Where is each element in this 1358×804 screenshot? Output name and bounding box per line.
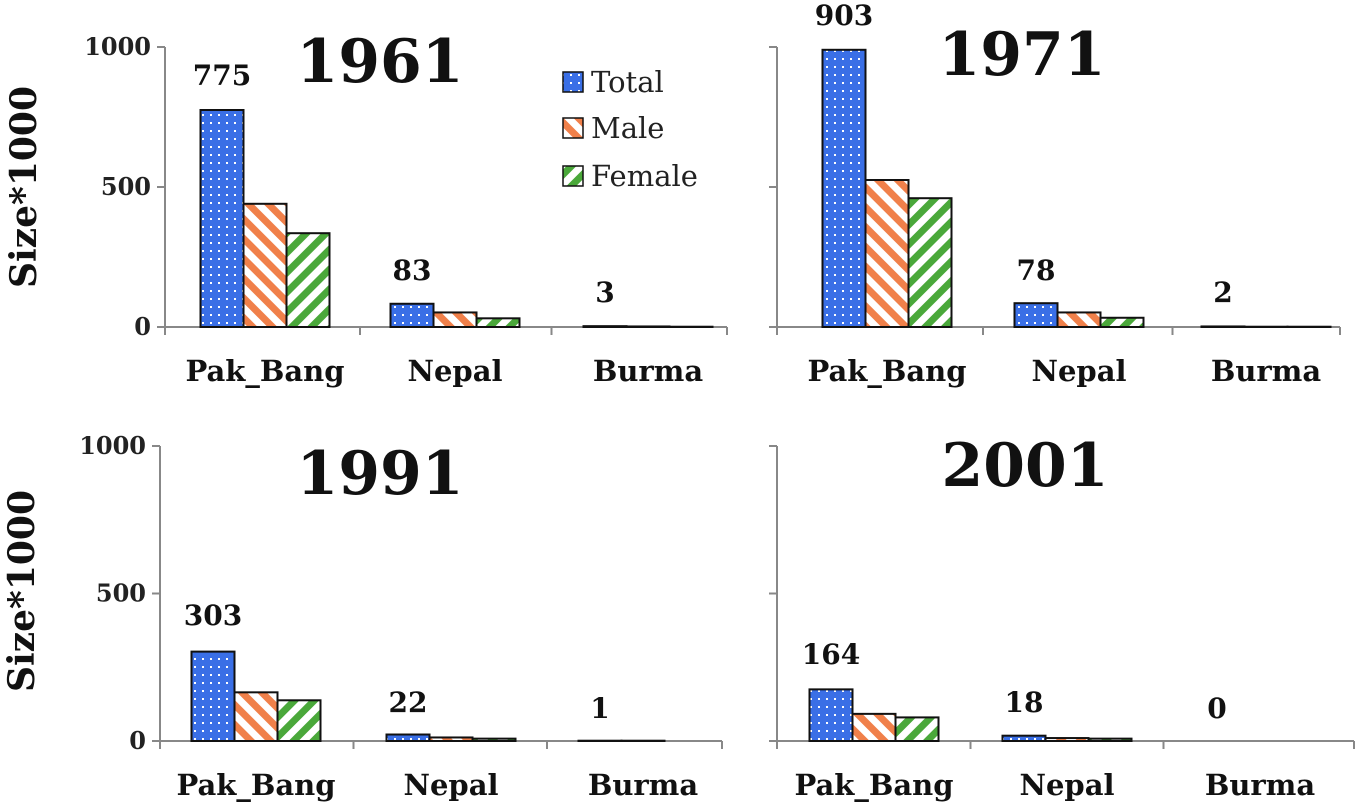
chart-panel-2001: Pak_Bang 164 Nepal 18 Burma 0 2001 (769, 431, 1355, 802)
data-label-pak-bang: 303 (184, 599, 242, 632)
bar-total-nepal (385, 733, 431, 743)
y-tick-label: 0 (129, 726, 146, 755)
data-label-burma: 1 (590, 692, 609, 725)
x-tick-label-nepal: Nepal (403, 768, 498, 802)
y-axis-title: Size*1000 (3, 86, 45, 288)
bar-male-nepal (432, 311, 478, 329)
data-label-pak-bang: 775 (193, 59, 251, 92)
chart-panel-1971: Pak_Bang 903 Nepal 78 Burma 2 1971 (769, 0, 1341, 388)
legend-swatch-total (562, 71, 584, 93)
chart-panel-1961: 0 500 1000 Pak_Bang 775 Nepal 83 Burma 3 1961 Size… (3, 27, 728, 388)
data-label-pak-bang: 903 (815, 0, 873, 32)
x-tick-label-pak-bang: Pak_Bang (185, 354, 344, 388)
bar-total-nepal (1013, 302, 1059, 329)
x-tick-label-burma: Burma (1205, 768, 1316, 802)
legend-swatch-female (562, 165, 584, 187)
data-label-pak-bang: 164 (802, 638, 860, 671)
legend-label-female: Female (591, 159, 698, 193)
y-tick-label: 0 (134, 312, 151, 341)
bar-male-nepal (1044, 737, 1090, 742)
y-tick-label: 500 (96, 579, 146, 608)
chart-panel-1991: 0 500 1000 Pak_Bang 303 Nepal 22 Burma 1 1991 Size… (1, 431, 723, 802)
bar-total-burma (1200, 325, 1246, 329)
y-tick-label: 500 (101, 172, 151, 201)
data-label-nepal: 18 (1005, 686, 1044, 719)
bar-female-pak-bang (907, 197, 953, 328)
bar-female-pak-bang (894, 716, 940, 743)
chart-title: 1961 (297, 27, 464, 97)
data-label-nepal: 22 (389, 686, 428, 719)
x-tick-label-burma: Burma (1211, 354, 1322, 388)
y-tick-label: 1000 (79, 431, 146, 460)
bar-total-nepal (1001, 734, 1047, 743)
legend-label-male: Male (591, 111, 664, 145)
bar-male-pak-bang (851, 712, 897, 742)
bar-total-burma (582, 325, 628, 329)
data-label-burma: 0 (1207, 692, 1226, 725)
x-tick-label-pak-bang: Pak_Bang (176, 768, 335, 802)
data-label-burma: 3 (595, 276, 614, 309)
y-axis-title: Size*1000 (1, 490, 43, 692)
bar-total-pak-bang (808, 688, 854, 742)
x-tick-label-burma: Burma (588, 768, 699, 802)
chart-title: 1991 (297, 439, 464, 509)
bar-female-pak-bang (276, 699, 322, 742)
bar-male-burma (625, 325, 671, 329)
bar-total-pak-bang (190, 650, 236, 742)
bar-total-pak-bang (199, 109, 245, 328)
bar-male-nepal (428, 736, 474, 743)
chart-title: 2001 (942, 431, 1109, 501)
bar-male-pak-bang (242, 202, 288, 328)
bar-female-nepal (475, 317, 521, 329)
bar-female-pak-bang (285, 232, 331, 328)
x-tick-label-nepal: Nepal (1019, 768, 1114, 802)
x-tick-label-nepal: Nepal (1031, 354, 1126, 388)
chart-title: 1971 (939, 20, 1106, 90)
x-tick-label-nepal: Nepal (407, 354, 502, 388)
bar-male-pak-bang (233, 691, 279, 743)
bar-male-nepal (1056, 311, 1102, 329)
x-tick-label-pak-bang: Pak_Bang (794, 768, 953, 802)
bar-male-pak-bang (864, 179, 910, 328)
bar-total-pak-bang (821, 48, 867, 329)
legend-swatch-male (562, 117, 584, 139)
chart-legend: Total Male Female (562, 65, 698, 193)
bar-total-nepal (389, 302, 435, 329)
bar-female-nepal (1099, 316, 1145, 329)
data-label-burma: 2 (1213, 276, 1232, 309)
data-label-nepal: 78 (1017, 254, 1056, 287)
x-tick-label-pak-bang: Pak_Bang (807, 354, 966, 388)
bar-female-nepal (471, 737, 517, 743)
x-tick-label-burma: Burma (593, 354, 704, 388)
bar-female-nepal (1087, 737, 1133, 743)
legend-label-total: Total (591, 65, 664, 99)
y-tick-label: 1000 (84, 32, 151, 61)
data-label-nepal: 83 (393, 254, 432, 287)
